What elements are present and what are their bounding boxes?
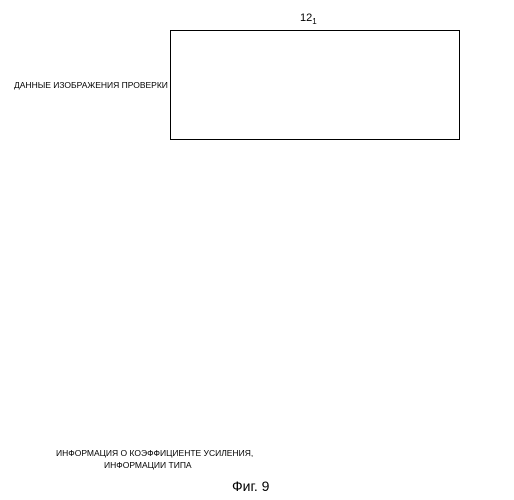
input-top-label: ДАННЫЕ ИЗОБРАЖЕНИЯ ПРОВЕРКИ xyxy=(14,80,168,90)
module-block-1 xyxy=(170,30,460,140)
diagram-canvas: ДАННЫЕ ИЗОБРАЖЕНИЯ ПРОВЕРКИ ИНФОРМАЦИЯ О… xyxy=(0,0,514,500)
figure-label: Фиг. 9 xyxy=(232,478,269,494)
input-bottom-label-1: ИНФОРМАЦИЯ О КОЭФФИЦИЕНТЕ УСИЛЕНИЯ, xyxy=(56,448,253,458)
module-ref-1: 121 xyxy=(300,12,317,26)
input-bottom-label-2: ИНФОРМАЦИИ ТИПА xyxy=(104,460,192,470)
